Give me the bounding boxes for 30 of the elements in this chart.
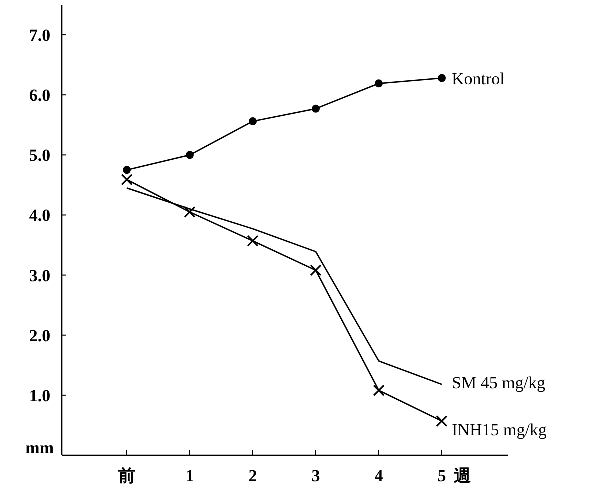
point	[249, 118, 257, 126]
y-tick-label: 3.0	[29, 266, 51, 286]
y-tick-label: 6.0	[29, 86, 51, 106]
point	[436, 415, 448, 428]
point	[373, 384, 385, 396]
y-tick-label: 7.0	[29, 26, 51, 46]
y-tick-label: 5.0	[29, 146, 51, 166]
point	[247, 235, 259, 247]
x-tick-label: 4	[374, 466, 384, 486]
point	[123, 166, 131, 174]
point	[312, 104, 320, 113]
point	[310, 264, 322, 276]
x-tick-label: 3	[312, 466, 320, 486]
point	[438, 74, 446, 82]
y-tick-label: 2.0	[29, 326, 51, 346]
y-tick-label: 1.0	[29, 386, 51, 406]
series-label: INH15 mg/kg	[452, 420, 548, 440]
point	[121, 174, 133, 186]
point	[375, 80, 383, 88]
x-tick-label: 前	[118, 466, 136, 486]
series-label: SM 45 mg/kg	[452, 374, 546, 393]
y-tick-label: 4.0	[29, 206, 51, 226]
point	[186, 151, 194, 160]
x-tick-label: 2	[248, 466, 258, 486]
point	[184, 206, 196, 218]
x-tick-label: 1	[186, 466, 194, 486]
x-axis-title: 週	[453, 466, 471, 486]
x-tick-label: 5	[438, 466, 446, 486]
series-label: Kontrol	[452, 69, 506, 88]
y-axis-title: mm	[26, 438, 54, 458]
